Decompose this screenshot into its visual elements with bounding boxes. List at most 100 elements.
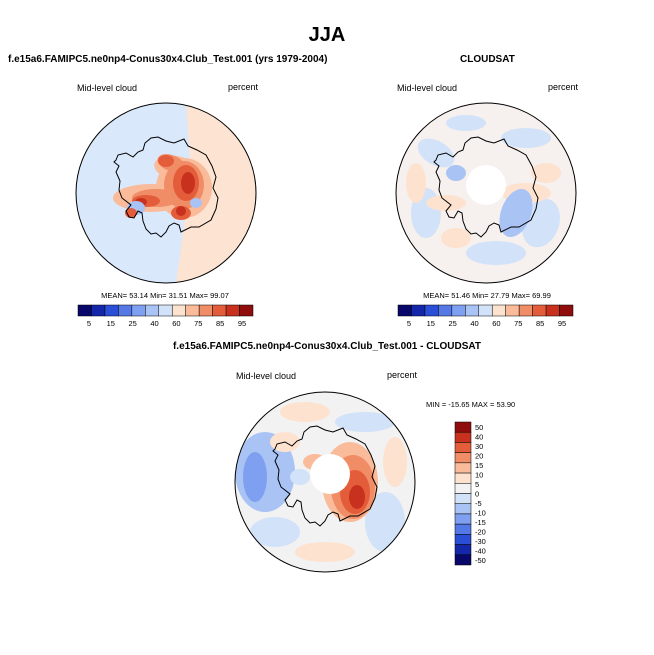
panel2-title: CLOUDSAT [460, 54, 515, 65]
field-patch [190, 198, 202, 208]
colorbar-tick-label: 15 [107, 319, 115, 328]
colorbar-tick-label: 60 [492, 319, 500, 328]
colorbar-swatch [225, 304, 240, 317]
colorbar-tick-label: -5 [475, 499, 482, 508]
missing-data-hole [466, 165, 506, 205]
colorbar-swatch [491, 304, 506, 317]
panel1-stats: MEAN= 53.14 Min= 31.51 Max= 99.07 [101, 291, 229, 300]
colorbar-tick-label: 30 [475, 442, 483, 451]
colorbar-swatch [454, 421, 472, 433]
colorbar-swatch [518, 304, 533, 317]
colorbar-swatch [478, 304, 493, 317]
colorbar-tick-label: -50 [475, 556, 486, 565]
colorbar-tick-label: 10 [475, 470, 483, 479]
colorbar-swatch [171, 304, 186, 317]
field-patch [446, 165, 466, 181]
colorbar-swatch [545, 304, 560, 317]
colorbar-swatch [212, 304, 227, 317]
colorbar-swatch [454, 554, 472, 566]
colorbar-tick-label: 20 [475, 451, 483, 460]
colorbar-swatch [454, 503, 472, 515]
colorbar-tick-label: 75 [514, 319, 522, 328]
panel3-map [234, 391, 416, 573]
colorbar-tick-label: 5 [87, 319, 91, 328]
colorbar-tick-label: 0 [475, 490, 479, 499]
colorbar-tick-label: 60 [172, 319, 180, 328]
colorbar-tick-label: 40 [475, 432, 483, 441]
panel3-title: f.e15a6.FAMIPC5.ne0np4-Conus30x4.Club_Te… [172, 341, 482, 352]
colorbar-swatch [454, 462, 472, 474]
colorbar-swatch [239, 304, 254, 317]
map-boundary [75, 102, 257, 284]
colorbar-swatch [454, 534, 472, 545]
colorbar-swatch [158, 304, 173, 317]
colorbar-tick-label: -15 [475, 518, 486, 527]
colorbar-swatch [454, 544, 472, 556]
colorbar-tick-label: -20 [475, 528, 486, 537]
panel3-stats: MIN = -15.65 MAX = 53.90 [426, 400, 516, 409]
colorbar-tick-label: 25 [449, 319, 457, 328]
colorbar-swatch [454, 472, 472, 484]
panel1-colorbar: 5 15 25 40 60 75 85 95 [77, 304, 254, 328]
colorbar-swatch [532, 304, 547, 317]
colorbar-tick-label: 50 [475, 423, 483, 432]
colorbar-swatch [185, 304, 200, 317]
field-patch [406, 163, 426, 203]
field-patch [531, 163, 561, 183]
panel1-right-label: percent [228, 82, 259, 92]
colorbar-swatch [559, 304, 574, 317]
colorbar-swatch [454, 431, 472, 443]
field-patch [501, 128, 551, 148]
field-patch [349, 485, 365, 509]
field-patch [417, 138, 455, 168]
field-patch [383, 437, 407, 487]
colorbar-tick-label: 25 [129, 319, 137, 328]
colorbar-swatch [465, 304, 480, 317]
colorbar-swatch [131, 304, 146, 317]
colorbar-swatch [438, 304, 453, 317]
colorbar-swatch [454, 523, 472, 535]
field-patch [365, 492, 405, 552]
panel1-left-label: Mid-level cloud [77, 83, 138, 93]
panel1-map [75, 102, 257, 284]
map-boundary [234, 391, 416, 573]
field-patch [243, 452, 267, 502]
figure-title: JJA [308, 24, 346, 46]
panel2-map [395, 102, 577, 284]
field-patch [441, 228, 471, 248]
colorbar-tick-label: 5 [475, 480, 479, 489]
panel2-left-label: Mid-level cloud [397, 83, 458, 93]
colorbar-swatch [424, 304, 439, 317]
colorbar-swatch [451, 304, 466, 317]
colorbar-swatch [397, 304, 412, 317]
colorbar-tick-label: 85 [536, 319, 544, 328]
colorbar-swatch [118, 304, 133, 317]
field-patch [290, 469, 310, 485]
colorbar-swatch [454, 513, 472, 525]
field-patch [176, 206, 186, 216]
colorbar-swatch [77, 304, 92, 317]
panel2-colorbar: 5 15 25 40 60 75 85 95 [397, 304, 574, 328]
field-patch [295, 542, 355, 562]
panel1-title: f.e15a6.FAMIPC5.ne0np4-Conus30x4.Club_Te… [8, 54, 328, 65]
field-patch [426, 195, 466, 211]
field-patch [335, 412, 395, 432]
colorbar-swatch [505, 304, 520, 317]
colorbar-swatch [411, 304, 426, 317]
colorbar-tick-label: -40 [475, 547, 486, 556]
colorbar-tick-label: -30 [475, 537, 486, 546]
colorbar-swatch [198, 304, 213, 317]
colorbar-tick-label: 85 [216, 319, 224, 328]
colorbar-tick-label: 95 [558, 319, 566, 328]
colorbar-tick-label: 40 [470, 319, 478, 328]
colorbar-tick-label: 40 [150, 319, 158, 328]
colorbar-tick-label: -10 [475, 509, 486, 518]
field-patch [446, 115, 486, 131]
field-patch [158, 155, 174, 167]
map-boundary [395, 102, 577, 284]
panel2-right-label: percent [548, 82, 579, 92]
panel3-right-label: percent [387, 370, 418, 380]
colorbar-tick-label: 5 [407, 319, 411, 328]
colorbar-swatch [91, 304, 106, 317]
